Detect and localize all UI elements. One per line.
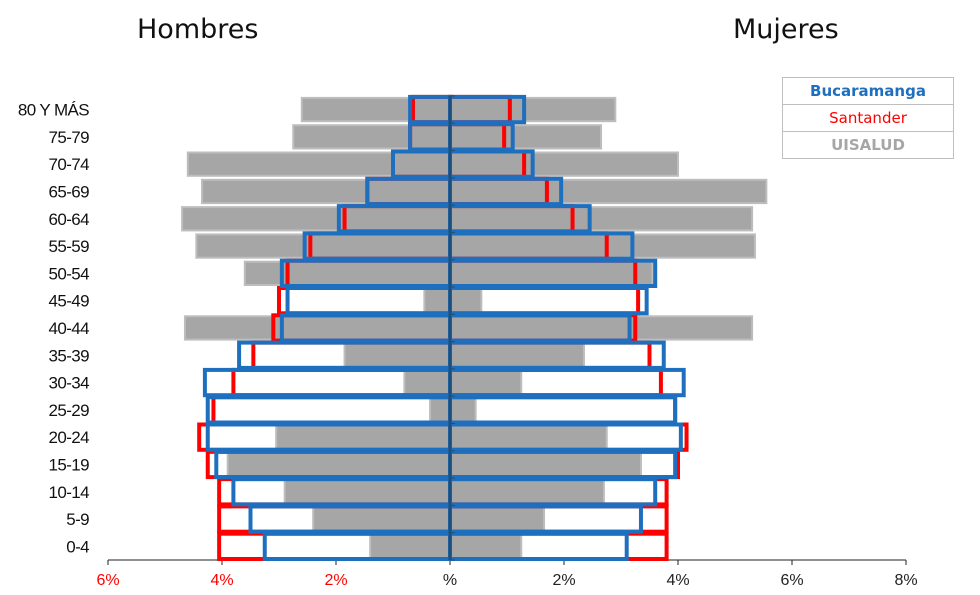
bar-uisalud-female [449,206,754,232]
x-tick-label: 2% [324,572,347,589]
legend-item-santander: Santander [783,105,953,132]
bar-uisalud-female [449,397,477,423]
bar-uisalud-female [449,369,523,396]
bar-uisalud-female [449,315,754,341]
bar-uisalud-female [449,506,546,532]
title-hombres: Hombres [137,14,259,45]
bar-santander-female [448,395,678,425]
category-label: 30-34 [49,374,90,393]
bar-bucaramanga-female [448,395,678,425]
bar-uisalud-male [243,260,451,287]
category-label: 40-44 [49,319,90,338]
bar-uisalud-male [300,96,451,123]
title-mujeres: Mujeres [733,14,839,45]
category-label: 25-29 [49,401,90,420]
bar-uisalud-female [449,479,605,505]
bar-uisalud-female [449,178,768,205]
bar-uisalud-male [181,206,451,232]
category-label: 20-24 [49,428,90,447]
bar-bucaramanga-male [205,395,452,425]
legend-item-bucaramanga: Bucaramanga [783,78,953,105]
x-tick-label: 4% [666,572,689,589]
bar-uisalud-male [186,151,452,177]
x-tick-label: 4% [210,572,233,589]
x-tick-label: % [443,572,457,589]
bar-uisalud-female [449,151,679,177]
legend-item-uisalud: UISALUD [831,136,905,154]
category-label: 55-59 [49,237,90,256]
x-tick-label: 6% [96,572,119,589]
bar-uisalud-female [449,260,654,287]
bar-uisalud-female [449,424,608,450]
category-label: 45-49 [49,292,90,311]
category-label: 50-54 [49,264,90,283]
bar-uisalud-female [449,451,642,478]
bar-uisalud-male [423,288,452,314]
bar-uisalud-male [429,397,451,423]
bar-uisalud-male [292,124,451,150]
bar-uisalud-male [369,533,452,560]
bar-uisalud-male [195,233,451,259]
bar-uisalud-male [283,479,452,505]
bar-uisalud-male [275,424,451,450]
category-label: 60-64 [49,210,90,229]
bar-santander-male [211,395,452,425]
x-tick-label: 2% [552,572,575,589]
x-tick-label: 8% [894,572,917,589]
bar-uisalud-male [183,315,451,341]
category-label: 15-19 [49,455,90,474]
bar-uisalud-male [343,342,451,368]
bar-uisalud-male [201,178,451,205]
category-label: 75-79 [49,128,90,147]
bar-uisalud-male [312,506,452,532]
category-label: 5-9 [66,510,89,529]
bar-uisalud-female [449,288,483,314]
bar-uisalud-female [449,233,756,259]
bar-uisalud-male [403,369,451,396]
bar-uisalud-male [226,451,451,478]
bar-uisalud-female [449,533,523,560]
category-label: 10-14 [49,483,90,502]
category-label: 70-74 [49,155,90,174]
bar-uisalud-female [449,342,585,368]
bar-uisalud-female [449,124,603,150]
category-label: 35-39 [49,346,90,365]
category-label: 80 Y MÁS [18,101,89,120]
legend: Bucaramanga Santander UISALUD [782,77,954,159]
x-tick-label: 6% [780,572,803,589]
bar-uisalud-female [449,96,617,123]
category-label: 0-4 [66,537,89,556]
category-label: 65-69 [49,182,90,201]
